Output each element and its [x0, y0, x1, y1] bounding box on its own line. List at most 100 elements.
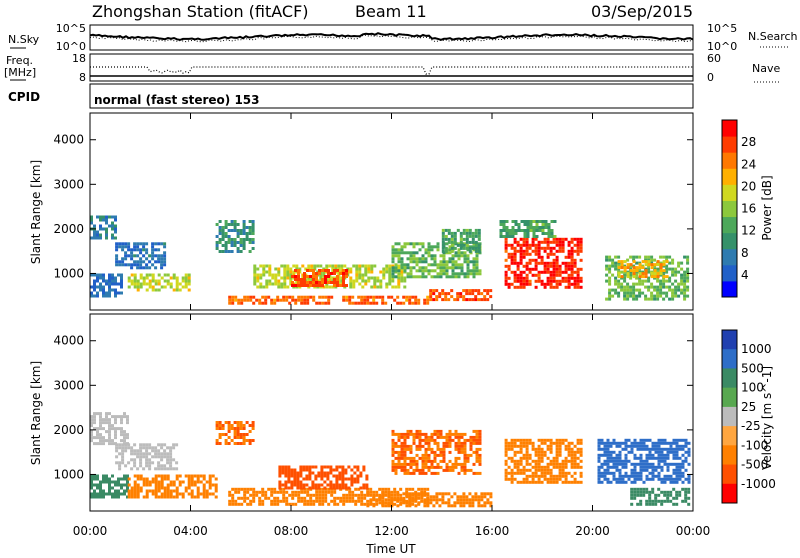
- heatmap-cell: [312, 275, 315, 278]
- heatmap-cell: [199, 492, 203, 496]
- heatmap-cell: [123, 433, 126, 437]
- heatmap-cell: [430, 459, 434, 463]
- heatmap-cell: [504, 282, 508, 286]
- heatmap-cell: [242, 433, 246, 436]
- heatmap-cell: [178, 483, 182, 487]
- heatmap-cell: [504, 249, 508, 253]
- heatmap-cell: [96, 486, 99, 490]
- heatmap-cell: [324, 301, 328, 305]
- heatmap-cell: [126, 489, 129, 493]
- heatmap-cell: [90, 291, 93, 295]
- heatmap-cell: [262, 270, 266, 274]
- heatmap-cell: [540, 261, 544, 265]
- heatmap-cell: [139, 282, 143, 286]
- heatmap-cell: [345, 284, 348, 287]
- heatmap-cell: [546, 447, 550, 451]
- heatmap-cell: [333, 490, 337, 494]
- heatmap-cell: [651, 456, 655, 460]
- heatmap-cell: [579, 249, 583, 253]
- heatmap-cell: [123, 474, 126, 478]
- heatmap-cell: [297, 490, 301, 494]
- heatmap-cell: [459, 231, 463, 235]
- heatmap-cell: [359, 471, 363, 475]
- heatmap-cell: [474, 495, 478, 499]
- heatmap-cell: [504, 441, 508, 445]
- heatmap-cell: [644, 272, 648, 276]
- heatmap-cell: [239, 244, 243, 247]
- heatmap-cell: [411, 502, 415, 506]
- heatmap-cell: [284, 486, 288, 490]
- heatmap-cell: [231, 301, 235, 305]
- heatmap-cell: [523, 220, 527, 223]
- heatmap-cell: [609, 465, 613, 469]
- heatmap-cell: [367, 264, 371, 268]
- heatmap-cell: [366, 298, 370, 302]
- heatmap-cell: [111, 492, 114, 496]
- heatmap-cell: [214, 489, 218, 493]
- heatmap-cell: [626, 263, 630, 267]
- heatmap-cell: [221, 433, 225, 436]
- heatmap-cell: [427, 254, 431, 258]
- heatmap-cell: [108, 483, 111, 487]
- heatmap-cell: [463, 441, 467, 445]
- heatmap-cell: [426, 487, 430, 491]
- heatmap-cell: [519, 456, 523, 460]
- heatmap-cell: [361, 276, 365, 280]
- heatmap-cell: [253, 279, 257, 283]
- heatmap-cell: [465, 237, 469, 241]
- heatmap-cell: [248, 226, 252, 229]
- heatmap-cell: [483, 492, 487, 496]
- heatmap-cell: [597, 447, 601, 451]
- heatmap-cell: [382, 270, 386, 274]
- heatmap-cell: [615, 480, 619, 484]
- heatmap-cell: [115, 443, 119, 447]
- heatmap-cell: [196, 495, 200, 499]
- heatmap-cell: [231, 499, 235, 503]
- heatmap-cell: [175, 467, 179, 471]
- heatmap-cell: [618, 474, 622, 478]
- heatmap-cell: [454, 462, 458, 466]
- heatmap-cell: [474, 234, 478, 238]
- heatmap-cell: [579, 471, 583, 475]
- heatmap-cell: [391, 438, 395, 442]
- heatmap-cell: [400, 468, 404, 472]
- heatmap-cell: [270, 493, 274, 497]
- heatmap-cell: [618, 471, 622, 475]
- heatmap-cell: [230, 229, 234, 232]
- heatmap-cell: [236, 430, 240, 433]
- heatmap-cell: [457, 438, 461, 442]
- heatmap-cell: [531, 474, 535, 478]
- heatmap-cell: [136, 242, 140, 246]
- heatmap-cell: [240, 301, 244, 305]
- heatmap-cell: [265, 279, 269, 283]
- heatmap-cell: [441, 234, 445, 238]
- heatmap-cell: [403, 245, 407, 249]
- heatmap-cell: [642, 462, 646, 466]
- heatmap-cell: [635, 297, 639, 301]
- heatmap-cell: [641, 275, 645, 279]
- heatmap-cell: [505, 220, 509, 223]
- heatmap-cell: [270, 487, 274, 491]
- heatmap-cell: [279, 298, 283, 302]
- heatmap-cell: [230, 439, 234, 442]
- heatmap-cell: [686, 288, 690, 292]
- heatmap-cell: [120, 477, 123, 481]
- heatmap-cell: [603, 441, 607, 445]
- heatmap-cell: [421, 468, 425, 472]
- heatmap-cell: [93, 427, 96, 431]
- heatmap-cell: [657, 477, 661, 481]
- heatmap-cell: [448, 429, 452, 433]
- heatmap-cell: [426, 501, 430, 505]
- heatmap-cell: [249, 499, 253, 503]
- heatmap-cell: [356, 480, 360, 484]
- heatmap-cell: [513, 450, 517, 454]
- heatmap-cell: [448, 257, 452, 261]
- heatmap-cell: [277, 270, 281, 274]
- heatmap-cell: [108, 412, 111, 416]
- heatmap-cell: [460, 450, 464, 454]
- heatmap-cell: [623, 276, 627, 280]
- heatmap-cell: [675, 502, 679, 506]
- heatmap-cell: [644, 269, 648, 273]
- heatmap-cell: [451, 260, 455, 264]
- heatmap-cell: [647, 267, 651, 271]
